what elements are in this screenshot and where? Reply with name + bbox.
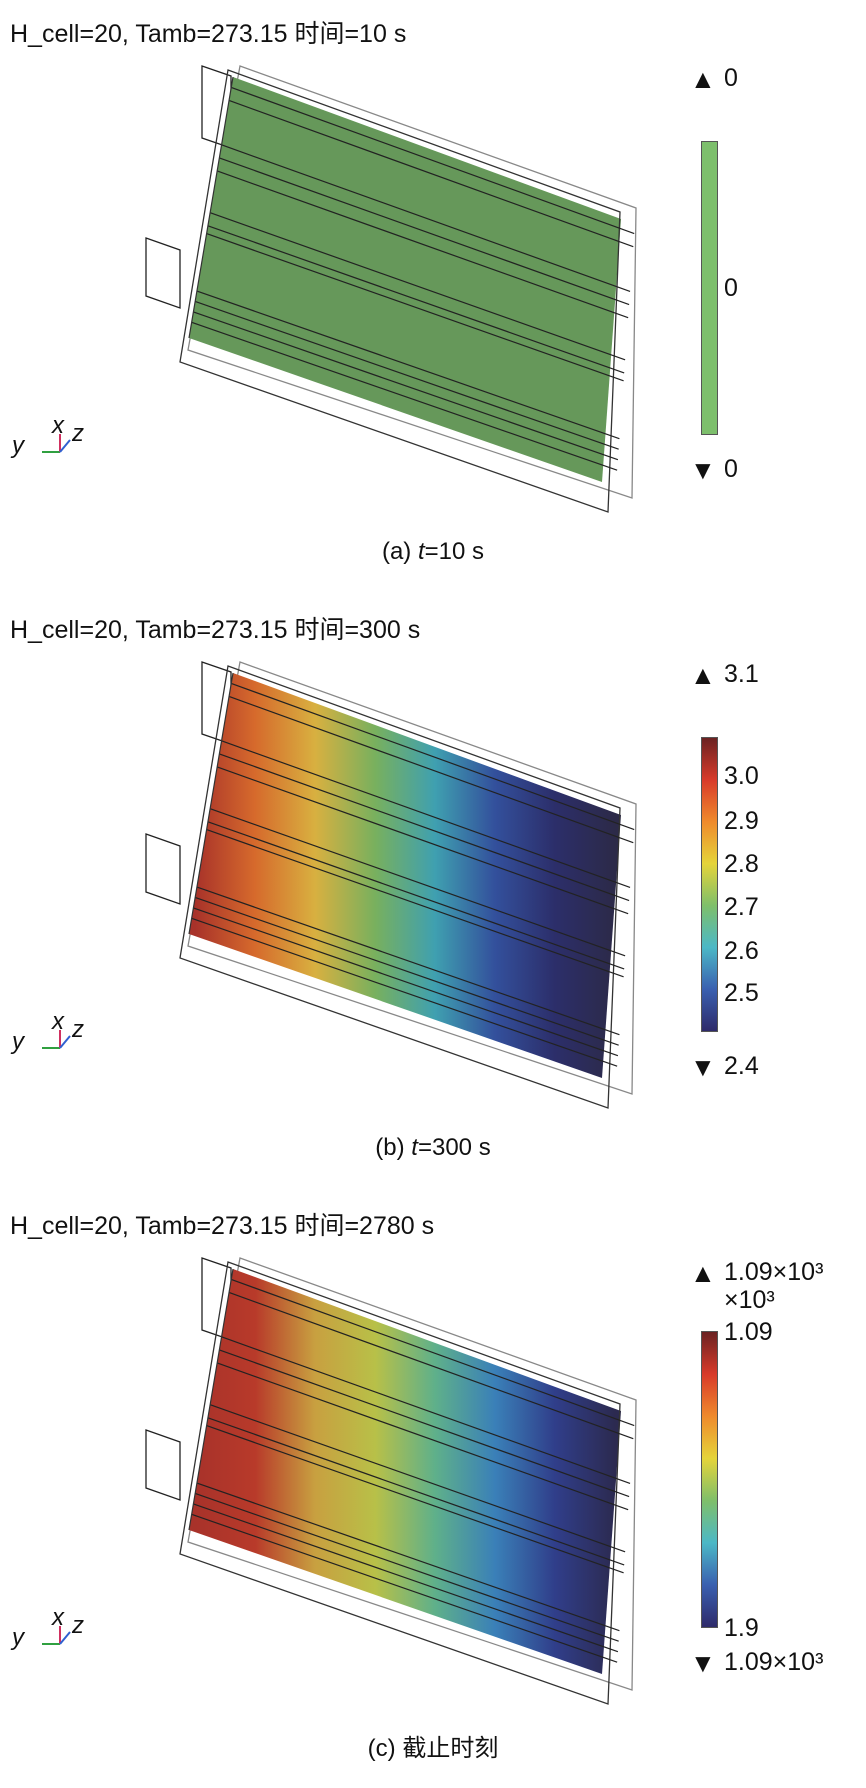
figure-panel-2: H_cell=20, Tamb=273.15 时间=2780 s y x z ▲… bbox=[0, 1192, 866, 1788]
cell-boundary-line bbox=[196, 886, 620, 1036]
cell-boundary-line bbox=[209, 1404, 626, 1553]
edge-line bbox=[188, 672, 234, 935]
colorbar-tick-label: 3.0 bbox=[724, 762, 759, 790]
cell-boundary-line bbox=[207, 821, 625, 970]
cell-boundary-line bbox=[219, 753, 630, 902]
cell-boundary-line bbox=[231, 1278, 635, 1427]
panel-caption: (b) t=300 s bbox=[375, 1134, 491, 1161]
cell-boundary-line bbox=[191, 917, 618, 1067]
colorbar-tick-label: 2.5 bbox=[724, 979, 759, 1007]
panel-title: H_cell=20, Tamb=273.15 时间=10 s bbox=[10, 20, 407, 48]
colorbar-min-label: 0 bbox=[724, 455, 738, 483]
colorbar-min-label: 2.4 bbox=[724, 1052, 759, 1080]
cell-boundary-line bbox=[219, 157, 630, 306]
cell-boundary-line bbox=[206, 829, 624, 978]
colorbar-tick-label: ×10³ bbox=[724, 1286, 775, 1314]
cell-boundary-line bbox=[221, 1336, 631, 1484]
figure-panel-0: H_cell=20, Tamb=273.15 时间=10 s y x z ▲ 0… bbox=[0, 0, 866, 596]
colorbar-max-marker: ▲ bbox=[690, 64, 716, 94]
colorbar-tick-label: 2.6 bbox=[724, 937, 759, 965]
cell-boundary-line bbox=[209, 808, 626, 957]
cell-boundary-line bbox=[193, 1503, 619, 1653]
axis-label-y: y bbox=[12, 432, 24, 459]
cell-boundary-line bbox=[193, 311, 619, 461]
cell-boundary-line bbox=[228, 99, 634, 248]
cell-boundary-line bbox=[206, 1425, 624, 1574]
field-surface bbox=[189, 673, 621, 1078]
tab-outline bbox=[145, 833, 181, 905]
axis-label-x: x bbox=[52, 1008, 64, 1035]
field-surface bbox=[189, 77, 621, 482]
cell-boundary-line bbox=[194, 896, 619, 1046]
cell-boundary-line bbox=[207, 1417, 625, 1566]
colorbar-tick-label: 2.7 bbox=[724, 893, 759, 921]
colorbar-min-marker: ▼ bbox=[690, 1648, 716, 1678]
edge-line bbox=[188, 1268, 234, 1531]
colorbar-max-label: 1.09×10³ bbox=[724, 1258, 824, 1286]
cell-boundary-line bbox=[206, 233, 624, 382]
axis-label-x: x bbox=[52, 1604, 64, 1631]
colorbar-min-marker: ▼ bbox=[690, 455, 716, 485]
cell-boundary-line bbox=[231, 86, 635, 235]
cell-boundary-line bbox=[194, 300, 619, 450]
figure-panel-1: H_cell=20, Tamb=273.15 时间=300 s y x z ▲ … bbox=[0, 596, 866, 1192]
axis-label-x: x bbox=[52, 412, 64, 439]
colorbar-tick-label: 2.8 bbox=[724, 850, 759, 878]
cell-boundary-line bbox=[191, 321, 618, 471]
colorbar bbox=[701, 1331, 718, 1628]
cell-boundary-line bbox=[196, 290, 620, 440]
axis-label-z: z bbox=[72, 1612, 84, 1639]
battery-plate-3d-plot bbox=[145, 661, 637, 1109]
panel-title: H_cell=20, Tamb=273.15 时间=300 s bbox=[10, 616, 421, 644]
cell-boundary-line bbox=[221, 740, 631, 888]
colorbar-max-marker: ▲ bbox=[690, 1258, 716, 1288]
tab-outline bbox=[145, 1429, 181, 1501]
cell-boundary-line bbox=[228, 695, 634, 844]
cell-boundary-line bbox=[216, 170, 629, 319]
cell-boundary-line bbox=[221, 144, 631, 292]
front-outline bbox=[179, 665, 621, 1109]
colorbar-max-marker: ▲ bbox=[690, 660, 716, 690]
cell-boundary-line bbox=[196, 1482, 620, 1632]
cell-boundary-line bbox=[228, 1291, 634, 1440]
field-surface bbox=[189, 1269, 621, 1674]
battery-plate-3d-plot bbox=[145, 65, 637, 513]
colorbar-tick-label: 1.09 bbox=[724, 1318, 773, 1346]
colorbar-tick-label: 2.9 bbox=[724, 807, 759, 835]
axis-label-z: z bbox=[72, 1016, 84, 1043]
tab-outline bbox=[145, 237, 181, 309]
front-outline bbox=[179, 69, 621, 513]
cell-boundary-line bbox=[193, 907, 619, 1057]
cell-boundary-line bbox=[207, 225, 625, 374]
colorbar bbox=[701, 737, 718, 1032]
cell-boundary-line bbox=[209, 212, 626, 361]
colorbar-max-label: 0 bbox=[724, 64, 738, 92]
colorbar-min-label: 1.09×10³ bbox=[724, 1648, 824, 1676]
cell-boundary-line bbox=[191, 1513, 618, 1663]
panel-title: H_cell=20, Tamb=273.15 时间=2780 s bbox=[10, 1212, 435, 1240]
cell-boundary-line bbox=[194, 1492, 619, 1642]
colorbar-tick-label: 0 bbox=[724, 274, 738, 302]
cell-boundary-line bbox=[219, 1349, 630, 1498]
edge-line bbox=[188, 76, 234, 339]
colorbar bbox=[701, 141, 718, 435]
colorbar-min-marker: ▼ bbox=[690, 1052, 716, 1082]
cell-boundary-line bbox=[231, 682, 635, 831]
cell-boundary-line bbox=[216, 1362, 629, 1511]
battery-plate-3d-plot bbox=[145, 1257, 637, 1705]
axis-label-y: y bbox=[12, 1028, 24, 1055]
colorbar-tick-label: 1.9 bbox=[724, 1614, 759, 1642]
cell-boundary-line bbox=[216, 766, 629, 915]
axis-label-y: y bbox=[12, 1624, 24, 1651]
panel-caption: (a) t=10 s bbox=[381, 538, 485, 565]
axis-label-z: z bbox=[72, 420, 84, 447]
colorbar-max-label: 3.1 bbox=[724, 660, 759, 688]
panel-caption: (c) 截止时刻 bbox=[367, 1735, 499, 1762]
front-outline bbox=[179, 1261, 621, 1705]
